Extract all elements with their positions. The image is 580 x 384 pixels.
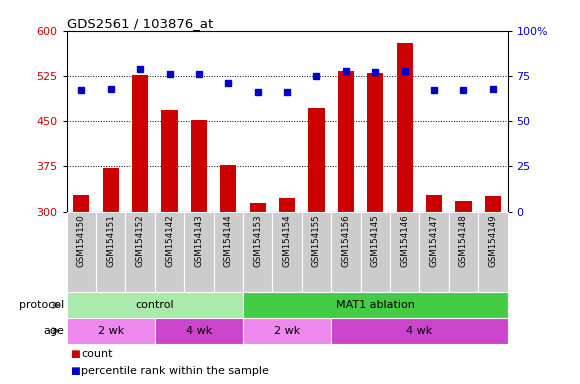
Bar	[155, 318, 243, 344]
Text: GSM154148: GSM154148	[459, 214, 468, 267]
Bar	[309, 108, 325, 212]
Text: control: control	[136, 300, 174, 310]
Bar	[220, 165, 237, 212]
Bar	[67, 212, 96, 292]
Text: percentile rank within the sample: percentile rank within the sample	[81, 366, 269, 376]
Text: GSM154143: GSM154143	[194, 214, 204, 267]
Text: MAT1 ablation: MAT1 ablation	[336, 300, 415, 310]
Bar	[273, 212, 302, 292]
Bar	[449, 212, 478, 292]
Text: GSM154144: GSM154144	[224, 214, 233, 267]
Bar	[243, 212, 273, 292]
Bar	[426, 195, 442, 212]
Text: GSM154153: GSM154153	[253, 214, 262, 267]
Text: 2 wk: 2 wk	[274, 326, 300, 336]
Text: GSM154150: GSM154150	[77, 214, 86, 267]
Bar	[132, 75, 148, 212]
Text: GSM154156: GSM154156	[342, 214, 350, 267]
Text: ■: ■	[70, 349, 79, 359]
Text: 4 wk: 4 wk	[406, 326, 433, 336]
Bar	[103, 168, 119, 212]
Text: GSM154154: GSM154154	[282, 214, 292, 267]
Bar	[96, 212, 125, 292]
Bar	[302, 212, 331, 292]
Bar	[161, 110, 177, 212]
Bar	[125, 212, 155, 292]
Text: count: count	[81, 349, 113, 359]
Bar	[361, 212, 390, 292]
Bar	[67, 292, 243, 318]
Bar	[73, 195, 89, 212]
Text: GSM154142: GSM154142	[165, 214, 174, 267]
Bar	[184, 212, 213, 292]
Text: 2 wk: 2 wk	[97, 326, 124, 336]
Bar	[390, 212, 419, 292]
Bar	[455, 201, 472, 212]
Text: GSM154151: GSM154151	[106, 214, 115, 267]
Text: ■: ■	[70, 366, 79, 376]
Text: GSM154147: GSM154147	[430, 214, 438, 267]
Text: GDS2561 / 103876_at: GDS2561 / 103876_at	[67, 17, 213, 30]
Bar	[367, 73, 383, 212]
Text: GSM154146: GSM154146	[400, 214, 409, 267]
Text: GSM154155: GSM154155	[312, 214, 321, 267]
Text: GSM154152: GSM154152	[136, 214, 144, 267]
Text: GSM154149: GSM154149	[488, 214, 497, 266]
Bar	[331, 318, 508, 344]
Bar	[67, 318, 155, 344]
Bar	[243, 318, 331, 344]
Bar	[331, 212, 361, 292]
Bar	[155, 212, 184, 292]
Bar	[243, 292, 508, 318]
Text: GSM154145: GSM154145	[371, 214, 380, 267]
Bar	[397, 43, 413, 212]
Text: protocol: protocol	[19, 300, 64, 310]
Text: 4 wk: 4 wk	[186, 326, 212, 336]
Bar	[485, 196, 501, 212]
Bar	[478, 212, 508, 292]
Bar	[279, 198, 295, 212]
Bar	[419, 212, 449, 292]
Bar	[213, 212, 243, 292]
Text: age: age	[43, 326, 64, 336]
Bar	[338, 71, 354, 212]
Bar	[249, 202, 266, 212]
Bar	[191, 120, 207, 212]
